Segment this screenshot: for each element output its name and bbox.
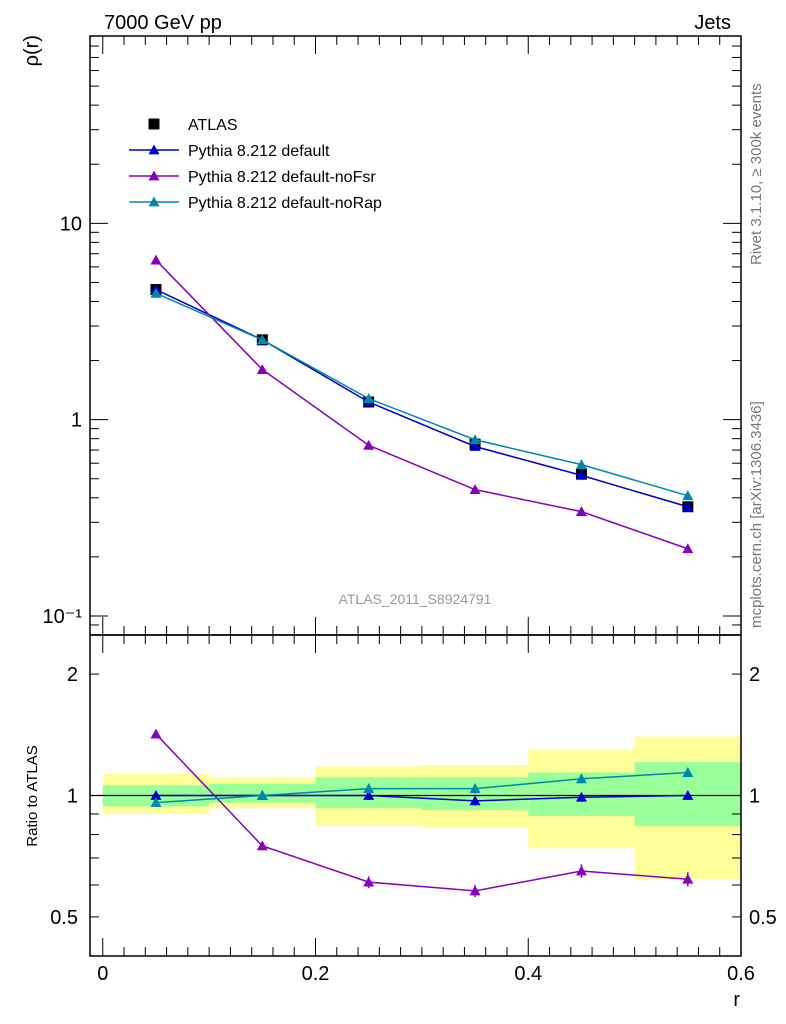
main-y-tick-label: 10⁻¹ <box>43 606 83 628</box>
noRap-ratio-line <box>155 771 688 804</box>
noFsr-ratio-point <box>469 885 481 896</box>
noRap-ratio-point <box>150 797 162 808</box>
noRap-point <box>682 490 694 501</box>
default-line <box>155 288 689 508</box>
ratio-y-tick-label-right: 0.5 <box>749 907 777 929</box>
noFsr-ratio-point <box>575 865 587 876</box>
main-y-tick-label: 1 <box>71 410 82 432</box>
noRap-ratio-point <box>469 783 481 794</box>
default-ratio-point <box>575 791 587 802</box>
header-right-title: Jets <box>694 12 731 34</box>
legend-label: Pythia 8.212 default-noFsr <box>188 169 376 186</box>
default-ratio-point <box>682 790 694 800</box>
noRap-ratio-point <box>256 790 268 800</box>
noFsr-point <box>682 543 694 554</box>
x-axis-label: r <box>733 989 740 1011</box>
default-point <box>575 469 587 480</box>
noFsr-point <box>575 506 587 517</box>
noRap-ratio-point <box>363 783 375 794</box>
default-point <box>469 440 481 451</box>
noRap-point <box>150 287 162 298</box>
default-ratio-point <box>150 790 162 800</box>
legend-atlas-marker <box>148 118 160 130</box>
noFsr-line <box>155 259 689 550</box>
legend-noFsr-marker <box>148 170 160 181</box>
x-tick-label: 0.2 <box>302 963 330 985</box>
ratio-y-tick-label-right: 2 <box>749 664 760 686</box>
noFsr-ratio-line <box>155 733 688 892</box>
x-tick-label: 0.6 <box>727 963 755 985</box>
side-label-bottom: mcplots.cern.ch [arXiv:1306.3436] <box>748 401 765 628</box>
legend-noRap-marker <box>148 196 160 207</box>
ratio-y-axis-label: Ratio to ATLAS <box>24 745 41 846</box>
legend-label: Pythia 8.212 default <box>188 143 330 160</box>
x-tick-label: 0 <box>97 963 108 985</box>
noRap-point <box>256 334 268 345</box>
legend-label: ATLAS <box>188 117 238 134</box>
noFsr-ratio-point <box>150 728 162 739</box>
noRap-point <box>469 434 481 445</box>
noRap-ratio-point <box>682 767 694 777</box>
noFsr-ratio-point <box>256 840 268 851</box>
ratio-y-tick-label: 0.5 <box>50 907 78 929</box>
main-y-tick-label: 10 <box>60 213 82 235</box>
noRap-point <box>575 459 587 470</box>
legend-label: Pythia 8.212 default-noRap <box>188 195 382 212</box>
header-left-title: 7000 GeV pp <box>104 12 222 34</box>
noRap-ratio-point <box>575 773 587 784</box>
noRap-point <box>363 393 375 404</box>
analysis-id-label: ATLAS_2011_S8924791 <box>339 591 492 607</box>
noFsr-ratio-point <box>682 873 694 884</box>
x-tick-label: 0.4 <box>514 963 542 985</box>
default-point <box>682 501 694 512</box>
noFsr-ratio-point <box>363 876 375 887</box>
legend-default-marker <box>148 144 160 155</box>
side-label-top: Rivet 3.1.10, ≥ 300k events <box>748 83 765 265</box>
default-ratio-point <box>363 790 375 800</box>
ratio-y-tick-label-right: 1 <box>749 786 760 808</box>
noRap-line <box>155 292 689 497</box>
noFsr-point <box>363 439 375 450</box>
noFsr-point <box>469 484 481 495</box>
ratio-y-tick-label: 2 <box>67 664 78 686</box>
ratio-y-tick-label: 1 <box>67 786 78 808</box>
noFsr-point <box>150 254 162 265</box>
default-ratio-line <box>155 794 688 802</box>
noFsr-point <box>256 364 268 374</box>
main-y-axis-label: ρ(r) <box>21 35 43 66</box>
default-ratio-point <box>469 795 481 806</box>
